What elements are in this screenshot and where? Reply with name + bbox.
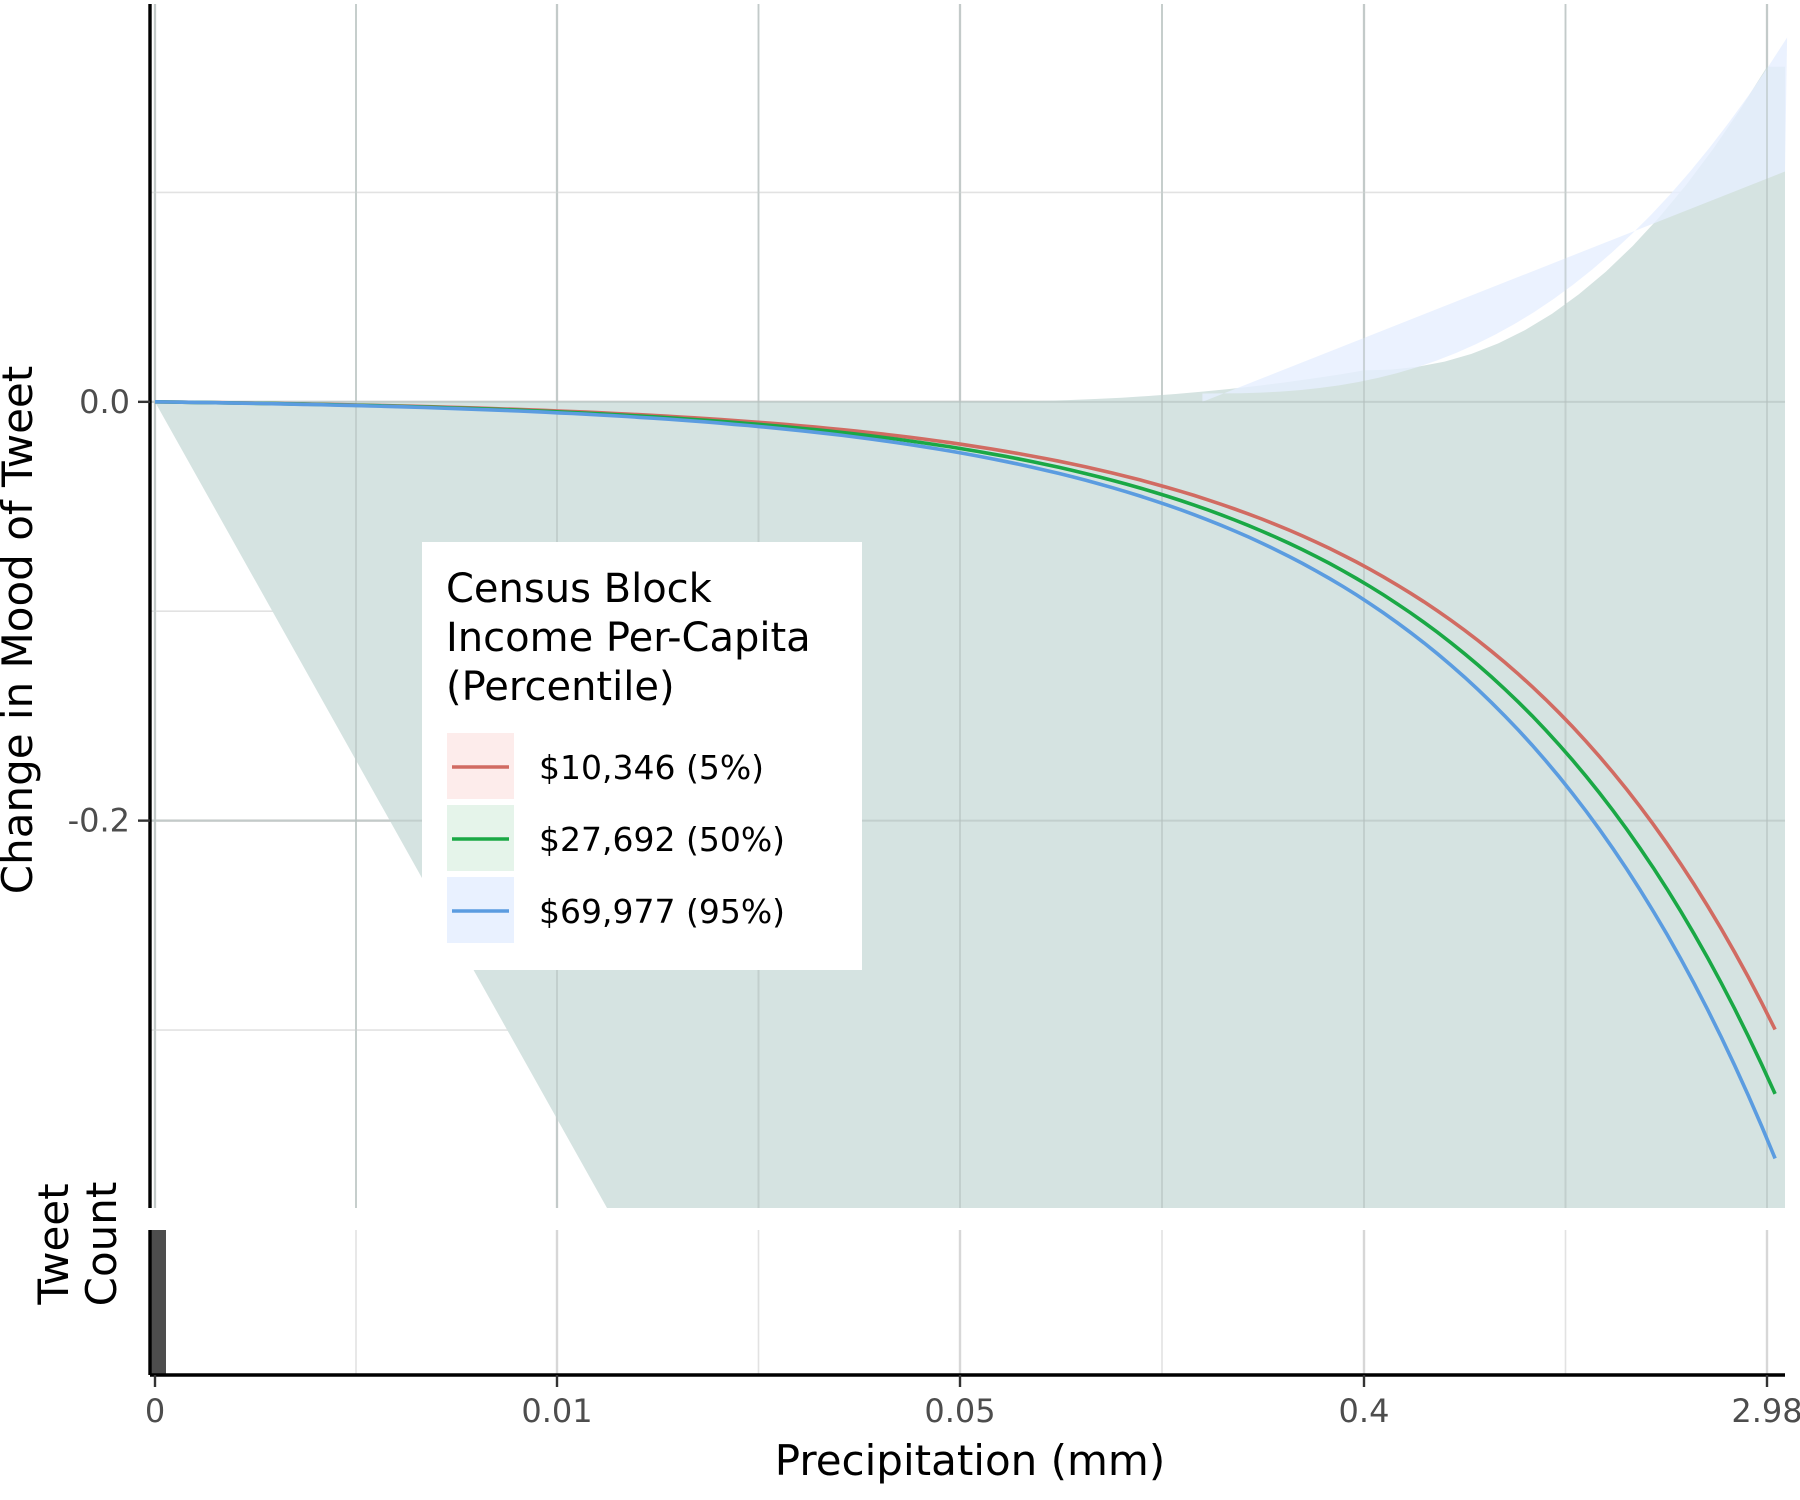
y-axis-title: Change in Mood of Tweet xyxy=(0,366,42,894)
legend-title-line3: (Percentile) xyxy=(446,664,675,710)
legend-label: $69,977 (95%) xyxy=(539,892,785,931)
confidence-band-halo xyxy=(1202,37,1788,402)
tweet-count-bar xyxy=(150,1230,166,1375)
y-tick-label: 0.0 xyxy=(79,383,130,421)
x-tick-label: 2.98 xyxy=(1731,1392,1800,1430)
x-tick-labels: 0 0.01 0.05 0.4 2.98 xyxy=(145,1392,1800,1430)
y-tick-labels: 0.0 -0.2 xyxy=(68,383,130,840)
legend: Census Block Income Per-Capita (Percenti… xyxy=(422,542,862,970)
legend-label: $10,346 (5%) xyxy=(539,748,764,787)
series-line-3 xyxy=(154,400,1777,1160)
marginal-y-title-line2: Count xyxy=(77,1182,126,1307)
x-tick-label: 0.05 xyxy=(924,1392,995,1430)
legend-title-line1: Census Block xyxy=(446,566,713,612)
x-axis-title: Precipitation (mm) xyxy=(775,1436,1165,1485)
tweet-count-panel xyxy=(148,1230,1785,1387)
main-plot-axes xyxy=(138,4,152,1208)
marginal-y-title-line1: Tweet xyxy=(29,1183,78,1305)
x-tick-label: 0 xyxy=(145,1392,165,1430)
legend-label: $27,692 (50%) xyxy=(539,820,785,859)
x-tick-label: 0.4 xyxy=(1339,1392,1390,1430)
y-tick-label: -0.2 xyxy=(68,802,130,840)
legend-items: $10,346 (5%) $27,692 (50%) $69,977 (95%) xyxy=(447,733,785,943)
legend-title-line2: Income Per-Capita xyxy=(446,615,811,661)
series-lines xyxy=(154,400,1777,1160)
x-tick-label: 0.01 xyxy=(521,1392,592,1430)
